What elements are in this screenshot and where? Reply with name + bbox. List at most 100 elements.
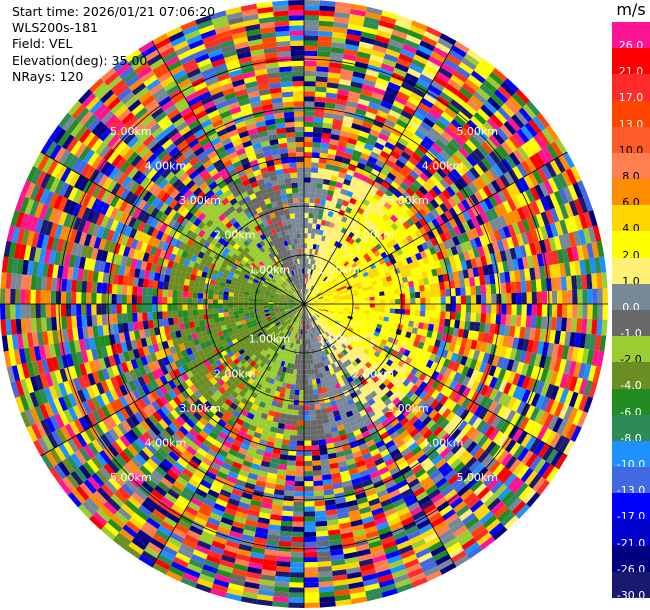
velocity-gate: [309, 192, 316, 199]
velocity-gate: [341, 318, 347, 323]
velocity-gate: [347, 276, 354, 281]
velocity-gate: [304, 157, 312, 163]
velocity-gate: [564, 217, 574, 234]
velocity-gate: [305, 308, 308, 314]
velocity-gate: [387, 444, 398, 454]
velocity-gate: [319, 0, 336, 7]
velocity-gate: [287, 404, 294, 410]
velocity-gate: [331, 42, 346, 49]
velocity-gate: [304, 445, 312, 451]
velocity-gate: [433, 171, 444, 182]
velocity-gate: [317, 294, 323, 298]
velocity-gate: [444, 126, 457, 139]
velocity-gate: [321, 327, 327, 333]
velocity-gate: [367, 410, 376, 419]
velocity-gate: [520, 433, 533, 448]
velocity-gate: [447, 327, 455, 336]
velocity-gate: [365, 324, 372, 330]
velocity-gate: [338, 171, 347, 179]
velocity-gate: [314, 270, 319, 277]
velocity-gate: [324, 258, 330, 265]
velocity-gate: [334, 247, 340, 253]
velocity-gate: [335, 1, 352, 9]
velocity-gate: [386, 366, 395, 375]
velocity-gate: [507, 198, 517, 212]
velocity-gate: [316, 178, 324, 184]
velocity-gate: [337, 262, 344, 269]
velocity-gate: [357, 46, 373, 55]
velocity-gate: [319, 288, 325, 293]
velocity-gate: [479, 361, 488, 373]
velocity-gate: [345, 190, 354, 198]
velocity-gate: [313, 275, 317, 281]
velocity-gate: [310, 328, 314, 334]
velocity-gate: [317, 40, 332, 47]
velocity-gate: [460, 468, 473, 481]
velocity-gate: [318, 30, 333, 37]
velocity-gate: [359, 294, 365, 299]
velocity-gate: [433, 520, 448, 533]
velocity-gate: [365, 256, 372, 263]
velocity-gate: [490, 480, 504, 494]
velocity-gate: [601, 319, 608, 336]
velocity-gate: [411, 58, 426, 70]
velocity-gate: [365, 138, 377, 147]
velocity-gate: [348, 251, 355, 258]
velocity-gate: [345, 394, 353, 402]
velocity-gate: [418, 363, 426, 373]
velocity-gate: [367, 332, 374, 339]
velocity-gate: [292, 516, 304, 522]
velocity-gate: [592, 225, 602, 242]
velocity-gate: [307, 313, 311, 319]
velocity-gate: [387, 554, 402, 565]
velocity-gate: [457, 201, 467, 213]
velocity-gate: [374, 292, 380, 297]
velocity-gate: [311, 264, 315, 270]
velocity-gate: [465, 286, 471, 296]
velocity-gate: [544, 224, 554, 239]
velocity-gate: [326, 330, 332, 336]
velocity-gate: [376, 77, 390, 87]
velocity-gate: [531, 291, 538, 304]
velocity-gate: [330, 201, 337, 208]
velocity-gate: [361, 186, 370, 195]
velocity-gate: [353, 326, 360, 332]
velocity-gate: [314, 510, 327, 517]
velocity-gate: [363, 165, 373, 174]
velocity-gate: [453, 372, 462, 383]
velocity-gate: [512, 209, 522, 223]
velocity-gate: [399, 181, 410, 191]
velocity-gate: [316, 331, 321, 337]
velocity-gate: [304, 455, 313, 462]
velocity-gate: [334, 349, 340, 355]
velocity-gate: [500, 511, 516, 527]
velocity-gate: [360, 222, 368, 230]
velocity-gate: [313, 208, 320, 214]
velocity-gate: [400, 298, 406, 304]
velocity-gate: [422, 205, 432, 215]
velocity-gate: [329, 300, 335, 303]
velocity-gate: [304, 177, 311, 183]
velocity-gate: [353, 188, 362, 196]
velocity-gate: [375, 221, 383, 229]
velocity-gate: [540, 164, 553, 180]
velocity-gate: [298, 354, 302, 360]
velocity-gate: [367, 189, 376, 198]
velocity-gate: [390, 493, 403, 503]
velocity-gate: [525, 364, 534, 378]
velocity-gate: [333, 294, 339, 298]
velocity-gate: [435, 525, 451, 537]
velocity-gate: [339, 434, 348, 441]
velocity-gate: [406, 235, 414, 244]
velocity-gate: [305, 294, 308, 300]
velocity-gate: [336, 365, 342, 372]
velocity-gate: [467, 268, 475, 278]
velocity-gate: [359, 425, 369, 434]
velocity-gate: [422, 415, 432, 426]
velocity-gate: [516, 292, 522, 304]
velocity-gate: [288, 597, 304, 603]
velocity-gate: [359, 409, 368, 417]
velocity-gate: [378, 105, 391, 115]
velocity-gate: [469, 193, 480, 206]
velocity-gate: [400, 447, 412, 457]
